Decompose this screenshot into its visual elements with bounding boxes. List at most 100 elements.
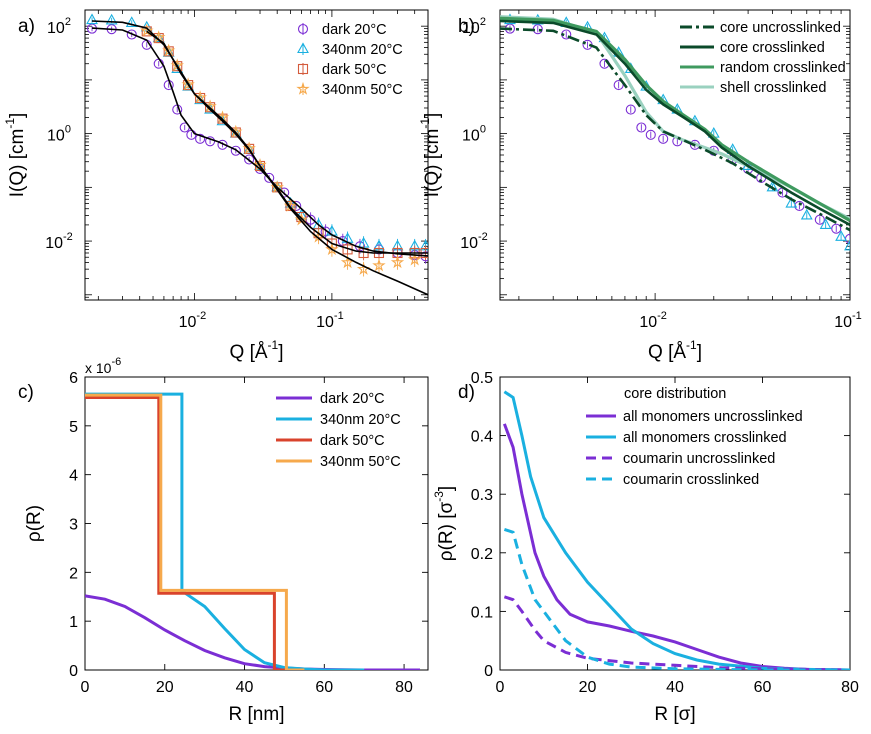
y-tick-label: 5 [69, 419, 78, 436]
plot-area-c [85, 392, 420, 670]
x-tick-label-exp: -1 [852, 310, 862, 322]
legend-label: coumarin crosslinked [623, 472, 759, 488]
data-point [105, 13, 118, 25]
y-multiplier-exp: -6 [111, 356, 121, 368]
plot-area-a [86, 13, 428, 296]
x-axis-label: Q [Å-1] [648, 338, 702, 363]
data-point [139, 23, 154, 37]
y-tick-label: 102 [47, 16, 71, 37]
data-point [372, 258, 386, 272]
legend-label: core crosslinked [720, 40, 825, 56]
y-axis-label-exp: -1 [418, 118, 432, 129]
legend-c: dark 20°C 340nm 20°C dark 50°C 340nm 50°C [276, 391, 401, 470]
y-axis-label: ρ(R) [σ-3] [432, 486, 457, 561]
y-axis-label-main: ρ(R) [σ [436, 501, 457, 561]
density-line-2 [85, 396, 293, 670]
series-2 [141, 26, 428, 261]
x-tick-label-base: 10 [179, 314, 197, 331]
density-line-1 [85, 392, 365, 670]
legend-label: 340nm 50°C [320, 454, 401, 470]
y-tick-label-base: 10 [462, 128, 480, 145]
x-tick-label: 80 [395, 679, 413, 696]
legend-label: dark 20°C [320, 391, 385, 407]
data-point [800, 208, 813, 220]
legend-label: dark 50°C [322, 62, 387, 78]
model-line-2 [500, 16, 850, 222]
y-tick-label-exp: -2 [63, 231, 73, 243]
data-point [636, 122, 647, 133]
panel-label: b) [458, 16, 475, 37]
x-tick-label: 10-2 [639, 310, 667, 331]
legend-label: random crosslinked [720, 60, 846, 76]
y-tick-label: 10-2 [45, 231, 73, 252]
x-tick-label-exp: -1 [334, 310, 344, 322]
series-0 [86, 23, 428, 264]
model-line-1 [500, 19, 850, 227]
y-tick-label-base: 10 [462, 20, 480, 37]
data-point [195, 133, 206, 144]
fit-line-0 [91, 27, 428, 257]
data-point [658, 133, 669, 144]
legend-label: 340nm 20°C [320, 412, 401, 428]
data-point [835, 230, 848, 241]
plot-area-d [502, 390, 850, 670]
legend-label: dark 20°C [322, 22, 387, 38]
density-line-3 [85, 393, 305, 670]
data-point [819, 218, 832, 229]
x-axis-label-exp: -1 [686, 338, 697, 352]
y-axis-label-exp: -3 [432, 491, 446, 502]
x-tick-label: 60 [754, 679, 772, 696]
y-axis-label: I(Q) [cm-1] [3, 113, 28, 198]
y-tick-label-exp: 2 [65, 16, 71, 28]
y-tick-label: 6 [69, 370, 78, 387]
y-axis-label: ρ(R) [24, 505, 45, 542]
x-tick-label-exp: -2 [657, 310, 667, 322]
y-tick-label: 0.1 [471, 604, 493, 621]
data-point [291, 200, 302, 212]
data-point [181, 77, 195, 91]
y-tick-label: 10-2 [460, 231, 488, 252]
legend-title: core distribution [624, 386, 726, 402]
x-tick-label: 10-1 [316, 310, 344, 331]
data-point [613, 80, 624, 91]
y-tick-label-base: 10 [45, 235, 63, 252]
data-point [217, 139, 228, 150]
y-tick-label: 0 [484, 663, 493, 680]
y-tick-label-base: 10 [47, 128, 65, 145]
data-point [625, 104, 636, 115]
plot-area-b [500, 13, 850, 251]
y-tick-label: 102 [462, 16, 486, 37]
legend-marker [297, 23, 309, 35]
x-axis-label: Q [Å-1] [230, 338, 284, 363]
legend-label: 340nm 20°C [322, 42, 403, 58]
y-tick-label: 0.5 [471, 370, 493, 387]
model-line-0 [500, 27, 850, 232]
y-axis-label-close: ] [436, 486, 457, 491]
x-tick-label: 10-2 [179, 310, 207, 331]
x-tick-label: 10-1 [834, 310, 862, 331]
x-axis-label-close: ] [697, 342, 702, 363]
data-point [125, 16, 138, 27]
density-line-0 [502, 423, 850, 670]
legend-label: coumarin uncrosslinked [623, 451, 775, 467]
x-tick-label-base: 10 [639, 314, 657, 331]
data-point [794, 200, 805, 212]
x-tick-label-exp: -2 [196, 310, 206, 322]
x-tick-label: 40 [666, 679, 684, 696]
y-axis-label-close: ] [422, 113, 443, 118]
panel-c-density-profiles: c) 0 20 40 60 80 0 1 2 3 4 5 6 x 10-6 R [nm] ρ(R) dark 2… [18, 356, 429, 725]
y-axis-label-close: ] [7, 113, 28, 118]
x-tick-label: 0 [81, 679, 90, 696]
y-axis-label-main: I(Q) [cm [422, 129, 443, 198]
legend-label: core uncrosslinked [720, 20, 841, 36]
y-tick-label-exp: 0 [65, 124, 71, 136]
x-axis-label-exp: -1 [268, 338, 279, 352]
data-point [390, 255, 405, 269]
y-tick-label-base: 10 [460, 235, 478, 252]
y-tick-label: 0 [69, 663, 78, 680]
data-point [320, 226, 331, 237]
y-tick-label: 2 [69, 565, 78, 582]
data-point [831, 223, 842, 234]
legend-label: shell crosslinked [720, 80, 826, 96]
